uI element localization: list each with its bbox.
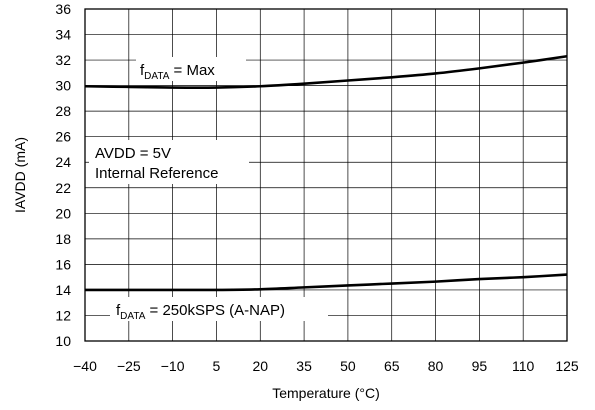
annotation-fmax: fDATA = Max bbox=[140, 62, 215, 82]
y-tick-label: 30 bbox=[55, 78, 71, 94]
y-tick-label: 18 bbox=[55, 231, 71, 247]
x-tick-label: 125 bbox=[555, 358, 579, 374]
x-tick-label: 65 bbox=[384, 358, 400, 374]
x-axis-title: Temperature (°C) bbox=[272, 385, 380, 401]
annotation-fmax-main: f bbox=[140, 62, 145, 79]
x-tick-label: 50 bbox=[340, 358, 356, 374]
y-tick-label: 34 bbox=[55, 27, 71, 43]
x-tick-label: 35 bbox=[296, 358, 312, 374]
x-tick-label: 5 bbox=[213, 358, 221, 374]
x-tick-label: 80 bbox=[428, 358, 444, 374]
y-tick-label: 10 bbox=[55, 333, 71, 349]
y-axis-title: IAVDD (mA) bbox=[12, 137, 28, 213]
y-tick-label: 12 bbox=[55, 307, 71, 323]
y-tick-label: 26 bbox=[55, 129, 71, 145]
x-tick-label: −10 bbox=[161, 358, 185, 374]
x-tick-label: −25 bbox=[117, 358, 141, 374]
x-tick-label: 20 bbox=[252, 358, 268, 374]
series-line-fdata-250ksps bbox=[85, 273, 568, 292]
annotation-f250: fDATA = 250kSPS (A-NAP) bbox=[116, 302, 285, 322]
x-tick-label: −40 bbox=[73, 358, 97, 374]
series-line-fdata-max bbox=[84, 54, 568, 89]
y-tick-label: 16 bbox=[55, 256, 71, 272]
y-tick-label: 22 bbox=[55, 180, 71, 196]
y-tick-label: 32 bbox=[55, 52, 71, 68]
annotation-fmax-rest: = Max bbox=[169, 62, 215, 79]
x-tick-label: 110 bbox=[512, 358, 535, 374]
y-tick-label: 24 bbox=[55, 154, 71, 170]
x-tick-label: 95 bbox=[472, 358, 488, 374]
tick-labels: −40 −25 −10 5 20 35 50 65 80 95 110 125 10 12 14 16 18 20… bbox=[55, 1, 578, 374]
annotation-conditions-line2: Internal Reference bbox=[95, 165, 218, 182]
annotation-fmax-sub: DATA bbox=[144, 71, 170, 82]
annotation-f250-main: f bbox=[116, 302, 121, 319]
annotation-fmax-bg bbox=[136, 57, 246, 81]
y-tick-label: 36 bbox=[55, 1, 71, 17]
annotation-f250-bg bbox=[110, 297, 328, 321]
plot-border bbox=[84, 8, 568, 342]
annotation-f250-sub: DATA bbox=[120, 311, 146, 322]
annotation-conditions-bg bbox=[89, 140, 249, 184]
y-tick-label: 20 bbox=[55, 205, 71, 221]
annotation-conditions-line1: AVDD = 5V bbox=[95, 145, 171, 162]
y-tick-label: 14 bbox=[55, 282, 71, 298]
series-layer bbox=[84, 54, 568, 292]
y-tick-label: 28 bbox=[55, 103, 71, 119]
annotation-f250-rest: = 250kSPS (A-NAP) bbox=[145, 302, 285, 319]
